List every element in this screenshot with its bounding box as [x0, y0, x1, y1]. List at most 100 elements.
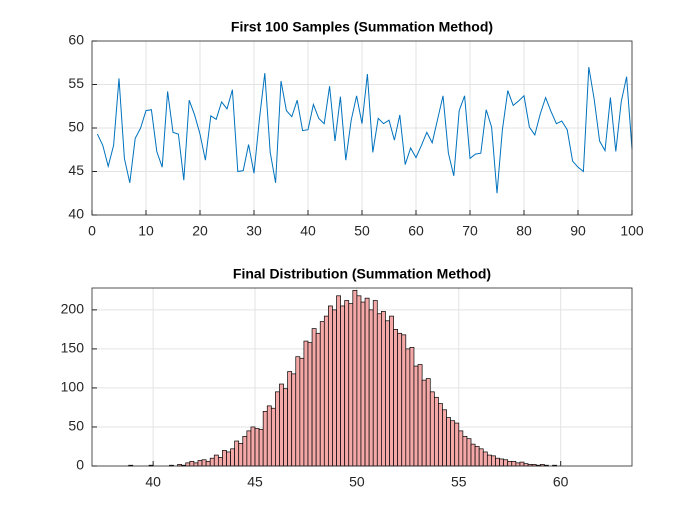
- histogram-bar: [405, 348, 411, 467]
- histogram-bar: [185, 462, 191, 467]
- chart-title: First 100 Samples (Summation Method): [231, 19, 493, 35]
- histogram-bar: [495, 457, 500, 467]
- histogram-bar: [376, 313, 382, 467]
- histogram-bar: [311, 328, 317, 467]
- histogram-bar: [462, 435, 468, 467]
- histogram-bar: [222, 450, 227, 467]
- histogram-bar: [474, 446, 480, 467]
- x-tick-label: 20: [192, 223, 208, 239]
- histogram-bar: [393, 329, 399, 467]
- histogram-bar: [478, 448, 484, 467]
- y-tick-label: 150: [61, 340, 85, 356]
- histogram-bar: [283, 388, 288, 467]
- histogram-bar: [352, 289, 358, 467]
- y-tick-label: 50: [68, 418, 84, 434]
- axes-box: [91, 287, 633, 467]
- histogram-bar: [295, 356, 301, 467]
- histogram-bar: [307, 342, 313, 467]
- histogram-bar: [201, 459, 207, 467]
- histogram-bar: [189, 460, 195, 467]
- histogram-bar: [438, 403, 443, 467]
- chart-title: Final Distribution (Summation Method): [233, 266, 491, 282]
- y-tick-label: 60: [68, 32, 84, 48]
- histogram-bar: [217, 457, 223, 467]
- x-tick-label: 50: [354, 223, 370, 239]
- histogram-bar: [372, 300, 378, 467]
- histogram-bar: [515, 462, 521, 467]
- histogram-bar: [254, 428, 260, 467]
- x-tick-label: 0: [88, 223, 96, 239]
- histogram-bar: [242, 435, 248, 467]
- histogram-bar: [491, 455, 496, 467]
- histogram-bar: [499, 458, 504, 467]
- histogram-bar: [328, 305, 333, 467]
- histogram-bar: [417, 364, 423, 467]
- histogram-bar: [454, 422, 460, 467]
- x-tick-label: 80: [516, 223, 532, 239]
- histogram-bar: [197, 460, 203, 467]
- x-tick-label: 60: [553, 474, 569, 490]
- x-tick-label: 40: [300, 223, 316, 239]
- histogram-bar: [291, 373, 297, 467]
- y-tick-label: 55: [68, 75, 84, 91]
- x-tick-label: 40: [145, 474, 161, 490]
- histogram-bar: [279, 383, 284, 467]
- histogram-bar: [389, 315, 394, 467]
- histogram-bar: [323, 315, 329, 467]
- histogram-bar: [205, 460, 211, 467]
- histogram-bar: [226, 451, 231, 467]
- x-tick-label: 10: [138, 223, 154, 239]
- histogram-bar: [409, 346, 415, 467]
- histogram-bar: [470, 443, 476, 467]
- x-tick-label: 50: [349, 474, 365, 490]
- histogram-bar: [234, 440, 240, 467]
- histogram-bar: [425, 378, 431, 467]
- histogram-bar: [381, 311, 386, 467]
- histogram-bar: [340, 305, 346, 467]
- x-tick-label: 100: [620, 223, 644, 239]
- x-tick-label: 60: [408, 223, 424, 239]
- histogram-bar: [401, 334, 407, 467]
- histogram-bar: [503, 459, 509, 467]
- histogram-bar: [519, 461, 525, 467]
- histogram-bar: [262, 411, 268, 467]
- histogram-bar: [230, 448, 235, 467]
- histogram-bar: [486, 454, 492, 467]
- histogram-bar: [270, 407, 276, 467]
- y-tick-label: 200: [61, 301, 85, 317]
- histogram-bar: [507, 460, 513, 467]
- histogram-bar: [360, 301, 366, 467]
- histogram-bar: [266, 405, 272, 467]
- histogram-bar: [385, 320, 390, 467]
- histogram-bar: [250, 426, 256, 467]
- x-tick-label: 55: [451, 474, 467, 490]
- histogram-bar: [275, 391, 280, 467]
- histogram-bar: [287, 371, 293, 467]
- x-tick-label: 70: [462, 223, 478, 239]
- histogram-bar: [213, 454, 219, 467]
- histogram-bar: [193, 462, 199, 467]
- data-line: [96, 67, 633, 194]
- axes-box: [91, 40, 633, 216]
- histogram-bar: [258, 428, 264, 467]
- histogram-bar: [466, 438, 472, 467]
- histogram-bar: [450, 420, 456, 467]
- x-tick-label: 45: [247, 474, 263, 490]
- histogram-bar: [332, 309, 337, 467]
- histogram-bar: [482, 451, 488, 467]
- histogram-bar: [421, 379, 427, 467]
- histogram-bar: [368, 309, 374, 467]
- y-tick-label: 100: [61, 379, 85, 395]
- histogram-bar: [442, 409, 447, 467]
- histogram-bar: [299, 357, 305, 467]
- histogram-bar: [364, 297, 370, 467]
- histogram-bar: [348, 303, 354, 467]
- histogram-bar: [356, 295, 362, 467]
- histogram-bar: [238, 443, 244, 467]
- histogram-bar: [413, 365, 419, 467]
- y-tick-label: 40: [68, 206, 84, 222]
- histogram-bar: [315, 332, 321, 467]
- x-tick-label: 90: [570, 223, 586, 239]
- histogram-bar: [344, 300, 350, 467]
- histogram-bar: [303, 340, 309, 467]
